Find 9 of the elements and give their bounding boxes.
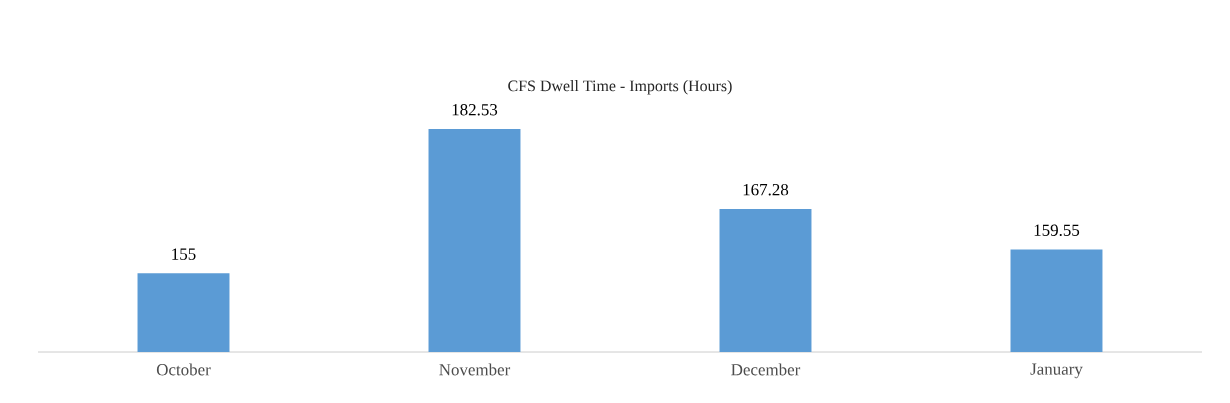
data-label: 167.28 bbox=[743, 183, 789, 196]
x-tick-label: January bbox=[1030, 363, 1083, 379]
data-label: 182.53 bbox=[452, 103, 498, 116]
chart-title: CFS Dwell Time - Imports (Hours) bbox=[508, 80, 732, 95]
x-tick-label: November bbox=[439, 363, 511, 376]
data-label: 155 bbox=[172, 248, 196, 260]
data-label: 159.55 bbox=[1034, 224, 1080, 236]
x-tick-label: October bbox=[156, 363, 211, 376]
x-tick-label: December bbox=[731, 363, 801, 376]
